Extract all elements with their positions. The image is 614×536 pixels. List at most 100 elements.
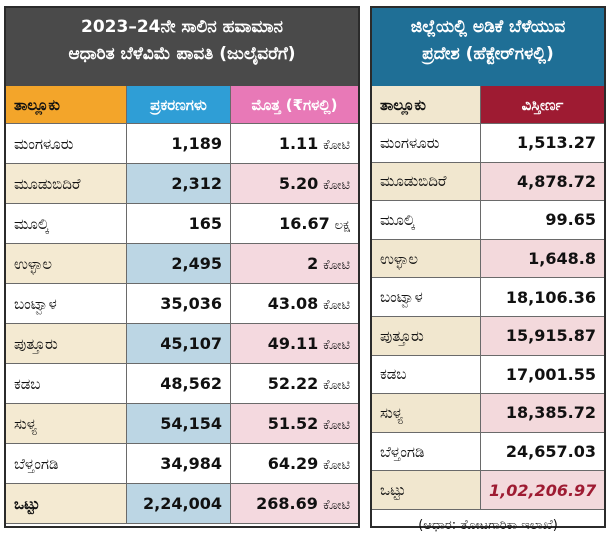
amount-unit: ಕೋಟಿ bbox=[323, 338, 350, 353]
cases-cell: 1,189 bbox=[126, 124, 230, 164]
cases-cell: 2,495 bbox=[126, 244, 230, 284]
table-row: ಬಂಟ್ವಾಳ 35,036 43.08 ಕೋಟಿ bbox=[6, 284, 358, 324]
area-cell: 15,915.87 bbox=[480, 316, 604, 356]
taluk-cell: ಬಂಟ್ವಾಳ bbox=[372, 278, 480, 317]
table-row: ಮೂಡುಬಿದಿರೆ 2,312 5.20 ಕೋಟಿ bbox=[6, 164, 358, 204]
amount-value: 64.29 bbox=[267, 454, 319, 473]
amount-value: 52.22 bbox=[267, 374, 319, 393]
arecanut-area-title-line2: ಪ್ರದೇಶ (ಹೆಕ್ಟೇರ್‌ಗಳಲ್ಲಿ) bbox=[422, 44, 554, 64]
table-header-row: ತಾಲ್ಲೂಕು ಪ್ರಕರಣಗಳು ಮೊತ್ತ (₹ಗಳಲ್ಲಿ) bbox=[6, 86, 358, 124]
amount-unit: ಕೋಟಿ bbox=[323, 418, 350, 433]
amount-unit: ಲಕ್ಷ bbox=[334, 218, 350, 233]
crop-insurance-title-line2: ಆಧಾರಿತ ಬೆಳೆವಿಮೆ ಪಾವತಿ (ಜುಲೈವರೆಗೆ) bbox=[68, 44, 296, 64]
amount-unit: ಕೋಟಿ bbox=[323, 178, 350, 193]
source-note: (ಆಧಾರ: ತೋಟಗಾರಿಕಾ ಇಲಾಖೆ) bbox=[418, 517, 558, 533]
table-row: ಸುಳ್ಯ 18,385.72 bbox=[372, 394, 604, 433]
taluk-cell: ಮಂಗಳೂರು bbox=[6, 124, 126, 164]
cases-cell: 2,24,004 bbox=[126, 484, 230, 524]
amount-cell: 1.11 ಕೋಟಿ bbox=[230, 124, 358, 164]
amount-cell: 49.11 ಕೋಟಿ bbox=[230, 324, 358, 364]
total-row: ಒಟ್ಟು 2,24,004 268.69 ಕೋಟಿ bbox=[6, 484, 358, 524]
amount-cell: 16.67 ಲಕ್ಷ bbox=[230, 204, 358, 244]
table-header-row: ತಾಲ್ಲೂಕು ವಿಸ್ತೀರ್ಣ bbox=[372, 86, 604, 124]
table-row: ಉಳ್ಳಾಲ 2,495 2 ಕೋಟಿ bbox=[6, 244, 358, 284]
amount-unit: ಕೋಟಿ bbox=[323, 138, 350, 153]
amount-cell: 268.69 ಕೋಟಿ bbox=[230, 484, 358, 524]
amount-value: 16.67 bbox=[279, 214, 330, 233]
cases-cell: 34,984 bbox=[126, 444, 230, 484]
area-cell: 24,657.03 bbox=[480, 432, 604, 472]
taluk-cell: ಉಳ್ಳಾಲ bbox=[372, 239, 480, 279]
area-cell: 1,02,206.97 bbox=[480, 471, 604, 510]
taluk-cell: ಮೂಲ್ಕಿ bbox=[6, 204, 126, 244]
total-row: ಒಟ್ಟು 1,02,206.97 bbox=[372, 471, 604, 510]
cases-cell: 45,107 bbox=[126, 324, 230, 364]
amount-unit: ಕೋಟಿ bbox=[323, 258, 350, 273]
table-row: ಕಡಬ 48,562 52.22 ಕೋಟಿ bbox=[6, 364, 358, 404]
table-row: ಪುತ್ತೂರು 45,107 49.11 ಕೋಟಿ bbox=[6, 324, 358, 364]
taluk-cell: ಸುಳ್ಯ bbox=[6, 404, 126, 444]
crop-insurance-table: ತಾಲ್ಲೂಕು ಪ್ರಕರಣಗಳು ಮೊತ್ತ (₹ಗಳಲ್ಲಿ) ಮಂಗಳೂ… bbox=[6, 86, 358, 524]
amount-unit: ಕೋಟಿ bbox=[323, 378, 350, 393]
crop-insurance-title-line1: 2023–24ನೇ ಸಾಲಿನ ಹವಾಮಾನ bbox=[81, 17, 283, 37]
table-row: ಬಂಟ್ವಾಳ 18,106.36 bbox=[372, 278, 604, 317]
taluk-cell: ಬೆಳ್ತಂಗಡಿ bbox=[372, 433, 480, 472]
taluk-cell: ಕಡಬ bbox=[372, 356, 480, 395]
amount-cell: 51.52 ಕೋಟಿ bbox=[230, 404, 358, 444]
arecanut-area-title: ಜಿಲ್ಲೆಯಲ್ಲಿ ಅಡಿಕೆ ಬೆಳೆಯುವ ಪ್ರದೇಶ (ಹೆಕ್ಟೇ… bbox=[372, 8, 604, 86]
amount-cell: 5.20 ಕೋಟಿ bbox=[230, 164, 358, 204]
amount-value: 49.11 bbox=[267, 334, 319, 353]
area-cell: 18,106.36 bbox=[480, 278, 604, 317]
taluk-cell: ಮಂಗಳೂರು bbox=[372, 124, 480, 163]
taluk-cell: ಉಳ್ಳಾಲ bbox=[6, 244, 126, 284]
area-cell: 4,878.72 bbox=[480, 162, 604, 202]
taluk-cell: ಬಂಟ್ವಾಳ bbox=[6, 284, 126, 324]
taluk-cell: ಪುತ್ತೂರು bbox=[6, 324, 126, 364]
amount-unit: ಕೋಟಿ bbox=[323, 498, 350, 513]
amount-value: 2 bbox=[307, 254, 319, 273]
table-row: ಮಂಗಳೂರು 1,189 1.11 ಕೋಟಿ bbox=[6, 124, 358, 164]
amount-value: 268.69 bbox=[256, 494, 318, 513]
arecanut-area-table-panel: ಜಿಲ್ಲೆಯಲ್ಲಿ ಅಡಿಕೆ ಬೆಳೆಯುವ ಪ್ರದೇಶ (ಹೆಕ್ಟೇ… bbox=[370, 6, 606, 533]
table-row: ಮೂಲ್ಕಿ 99.65 bbox=[372, 201, 604, 240]
table-row: ಬೆಳ್ತಂಗಡಿ 34,984 64.29 ಕೋಟಿ bbox=[6, 444, 358, 484]
table-row: ಸುಳ್ಯ 54,154 51.52 ಕೋಟಿ bbox=[6, 404, 358, 444]
taluk-cell: ಮೂಲ್ಕಿ bbox=[372, 201, 480, 240]
amount-value: 1.11 bbox=[278, 134, 319, 153]
taluk-cell: ಕಡಬ bbox=[6, 364, 126, 404]
table-row: ಕಡಬ 17,001.55 bbox=[372, 355, 604, 395]
amount-cell: 43.08 ಕೋಟಿ bbox=[230, 284, 358, 324]
table-row: ಮೂಡುಬಿದಿರೆ 4,878.72 bbox=[372, 162, 604, 202]
crop-insurance-title: 2023–24ನೇ ಸಾಲಿನ ಹವಾಮಾನ ಆಧಾರಿತ ಬೆಳೆವಿಮೆ ಪ… bbox=[6, 8, 358, 86]
amount-value: 5.20 bbox=[278, 174, 319, 193]
cases-cell: 35,036 bbox=[126, 284, 230, 324]
header-taluk: ತಾಲ್ಲೂಕು bbox=[372, 86, 480, 124]
amount-cell: 64.29 ಕೋಟಿ bbox=[230, 444, 358, 484]
cases-cell: 2,312 bbox=[126, 164, 230, 204]
taluk-cell: ಪುತ್ತೂರು bbox=[372, 316, 480, 356]
table-row: ಮೂಲ್ಕಿ 165 16.67 ಲಕ್ಷ bbox=[6, 204, 358, 244]
table-row: ಬೆಳ್ತಂಗಡಿ 24,657.03 bbox=[372, 432, 604, 472]
arecanut-area-title-line1: ಜಿಲ್ಲೆಯಲ್ಲಿ ಅಡಿಕೆ ಬೆಳೆಯುವ bbox=[410, 17, 566, 37]
amount-cell: 52.22 ಕೋಟಿ bbox=[230, 364, 358, 404]
amount-unit: ಕೋಟಿ bbox=[323, 458, 350, 473]
crop-insurance-table-panel: 2023–24ನೇ ಸಾಲಿನ ಹವಾಮಾನ ಆಧಾರಿತ ಬೆಳೆವಿಮೆ ಪ… bbox=[4, 6, 360, 528]
table-row: ಪುತ್ತೂರು 15,915.87 bbox=[372, 316, 604, 356]
taluk-cell: ಮೂಡುಬಿದಿರೆ bbox=[372, 162, 480, 202]
area-cell: 1,513.27 bbox=[480, 124, 604, 163]
header-amount: ಮೊತ್ತ (₹ಗಳಲ್ಲಿ) bbox=[230, 86, 358, 124]
taluk-cell: ಒಟ್ಟು bbox=[6, 484, 126, 524]
taluk-cell: ಬೆಳ್ತಂಗಡಿ bbox=[6, 444, 126, 484]
amount-value: 43.08 bbox=[267, 294, 319, 313]
header-area: ವಿಸ್ತೀರ್ಣ bbox=[480, 86, 604, 124]
amount-cell: 2 ಕೋಟಿ bbox=[230, 244, 358, 284]
area-cell: 18,385.72 bbox=[480, 394, 604, 433]
taluk-cell: ಒಟ್ಟು bbox=[372, 471, 480, 510]
arecanut-area-table: ತಾಲ್ಲೂಕು ವಿಸ್ತೀರ್ಣ ಮಂಗಳೂರು 1,513.27 ಮೂಡುಬಿ… bbox=[372, 86, 604, 510]
area-cell: 17,001.55 bbox=[480, 355, 604, 395]
table-row: ಉಳ್ಳಾಲ 1,648.8 bbox=[372, 239, 604, 279]
amount-unit: ಕೋಟಿ bbox=[323, 298, 350, 313]
area-cell: 99.65 bbox=[480, 201, 604, 240]
area-cell: 1,648.8 bbox=[480, 239, 604, 279]
taluk-cell: ಮೂಡುಬಿದಿರೆ bbox=[6, 164, 126, 204]
